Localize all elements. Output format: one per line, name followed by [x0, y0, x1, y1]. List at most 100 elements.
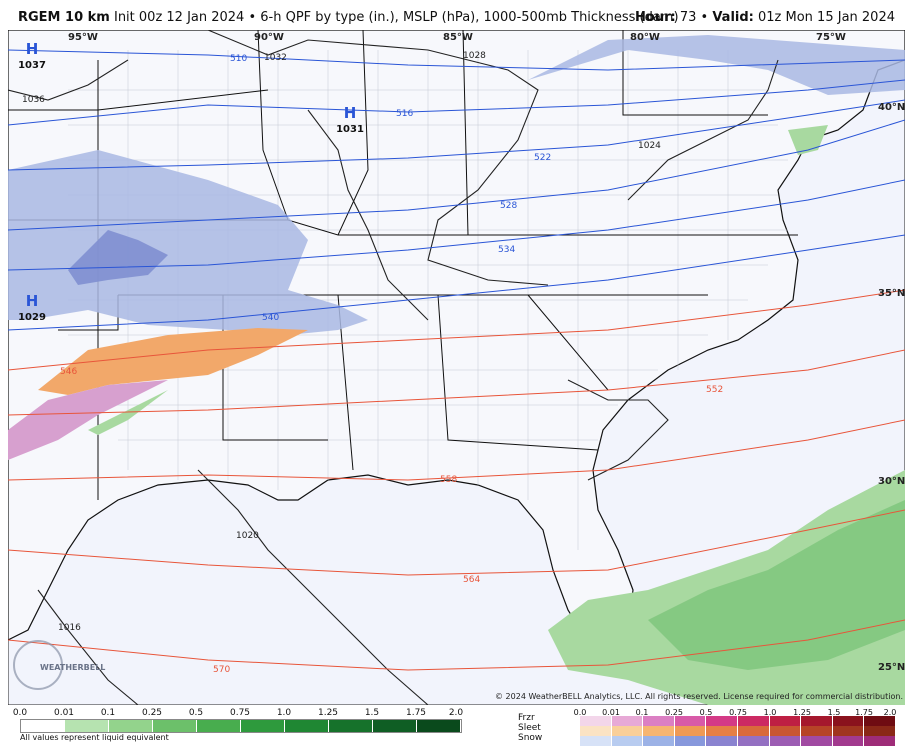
rain-tick: 0.75 — [229, 708, 251, 718]
lon-label-80: 80°W — [630, 32, 660, 43]
ptype-colorbar: 0.0 0.01 0.1 0.25 0.5 0.75 1.0 1.25 1.5 … — [574, 705, 897, 750]
rain-tick: 0.25 — [141, 708, 163, 718]
thickness-label: 534 — [498, 245, 515, 255]
snow-colorbar-cell — [801, 736, 833, 746]
snow-colorbar-cell — [738, 736, 770, 746]
frzr-colorbar-cell — [738, 716, 770, 726]
rain-tick: 0.5 — [188, 708, 204, 718]
logo-text: WEATHERBELL — [40, 663, 105, 672]
init-time: Init 00z 12 Jan 2024 — [113, 10, 245, 25]
rain-colorbar-cells — [20, 719, 462, 733]
rain-tick: 0.01 — [53, 708, 75, 718]
ptype-tick: 0.1 — [635, 708, 649, 717]
rain-tick: 0.1 — [100, 708, 116, 718]
ptype-tick: 2.0 — [883, 708, 897, 717]
snow-area-heavy — [68, 230, 168, 285]
ptype-label-snow: Snow — [518, 733, 543, 743]
ptype-tick: 0.5 — [699, 708, 713, 717]
thickness-label: 552 — [706, 385, 723, 395]
rain-colorbar-cell — [21, 720, 65, 732]
ptype-scale-ticks: 0.0 0.01 0.1 0.25 0.5 0.75 1.0 1.25 1.5 … — [574, 705, 897, 717]
rain-tick: 0.0 — [12, 708, 28, 718]
lon-label-85: 85°W — [443, 32, 473, 43]
snow-colorbar-cell — [611, 736, 644, 746]
frzr-colorbar-cell — [674, 716, 707, 726]
high-value: 1031 — [336, 124, 364, 135]
sleet-colorbar-cell — [643, 726, 675, 736]
rain-colorbar-cell — [329, 720, 373, 732]
snow-colorbar-cells — [580, 736, 896, 746]
hour-label: Hour: — [635, 10, 676, 25]
isobar-label: 1024 — [638, 141, 661, 151]
thickness-label: 528 — [500, 201, 517, 211]
ptype-tick: 0.25 — [665, 708, 683, 717]
lon-label-95: 95°W — [68, 32, 98, 43]
ptype-tick: 1.25 — [793, 708, 811, 717]
precipitation — [8, 35, 905, 705]
thickness-warm — [8, 289, 905, 671]
frzr-area — [8, 380, 168, 460]
sleet-colorbar-cell — [674, 726, 707, 736]
title-right: Hour: 73 • Valid: 01z Mon 15 Jan 2024 — [635, 10, 895, 25]
rain-note: All values represent liquid equivalent — [20, 733, 169, 742]
ptype-tick: 0.01 — [602, 708, 620, 717]
rain-colorbar-cell — [153, 720, 197, 732]
valid-label: Valid: — [712, 10, 754, 25]
sleet-colorbar-cell — [832, 726, 865, 736]
lon-label-75: 75°W — [816, 32, 846, 43]
thickness-label: 564 — [463, 575, 480, 585]
separator: • — [248, 10, 257, 25]
frzr-colorbar-cell — [832, 716, 865, 726]
rain-colorbar: 0.0 0.01 0.1 0.25 0.5 0.75 1.0 1.25 1.5 … — [13, 705, 463, 750]
rain-tick: 1.25 — [317, 708, 339, 718]
lat-label-30: 30°N — [878, 476, 905, 487]
rain-area-medium — [648, 500, 905, 670]
ptype-label-frzr: Frzr — [518, 713, 535, 723]
ptype-tick: 1.0 — [763, 708, 777, 717]
weatherbell-logo: WEATHERBELL — [13, 640, 105, 690]
rain-colorbar-cell — [197, 720, 241, 732]
thickness-cold — [8, 49, 905, 331]
thickness-label: 516 — [396, 109, 413, 119]
isobar-labels: 1036 1032 1028 1024 1020 1016 — [22, 51, 661, 633]
copyright-notice: © 2024 WeatherBELL Analytics, LLC. All r… — [495, 692, 903, 701]
sleet-colorbar-cell — [738, 726, 770, 736]
separator: • — [700, 10, 709, 25]
snow-area-northeast — [528, 35, 905, 95]
lon-label-90: 90°W — [254, 32, 284, 43]
ptype-label-sleet: Sleet — [518, 723, 541, 733]
lat-label-35: 35°N — [878, 288, 905, 299]
rain-tick: 1.75 — [405, 708, 427, 718]
frzr-colorbar-cell — [769, 716, 802, 726]
ptype-tick: 1.75 — [855, 708, 873, 717]
frzr-colorbar-cell — [611, 716, 644, 726]
rain-colorbar-cell — [373, 720, 417, 732]
snow-colorbar-cell — [674, 736, 707, 746]
snow-colorbar-cell — [706, 736, 738, 746]
frzr-colorbar-cell — [801, 716, 833, 726]
ptype-tick: 0.0 — [573, 708, 587, 717]
rain-colorbar-cell — [65, 720, 109, 732]
frzr-colorbar-cell — [864, 716, 896, 726]
rain-colorbar-cell — [241, 720, 285, 732]
thickness-label: 546 — [60, 367, 77, 377]
thickness-label: 558 — [440, 475, 457, 485]
sleet-colorbar-cells — [580, 726, 896, 736]
sleet-colorbar-cell — [864, 726, 896, 736]
lat-label-40: 40°N — [878, 102, 905, 113]
frzr-colorbar-cells — [580, 716, 896, 726]
sleet-colorbar-cell — [706, 726, 738, 736]
model-name: RGEM 10 km — [18, 10, 110, 25]
title-bar: RGEM 10 km Init 00z 12 Jan 2024 • 6-h QP… — [0, 0, 913, 30]
thickness-labels-cold: 510 516 522 528 534 540 — [230, 54, 551, 323]
rain-tick: 1.5 — [364, 708, 380, 718]
thickness-label: 540 — [262, 313, 279, 323]
lat-label-25: 25°N — [878, 662, 905, 673]
sleet-colorbar-cell — [580, 726, 612, 736]
rain-colorbar-cell — [109, 720, 153, 732]
hour-value: 73 — [679, 10, 697, 25]
frzr-colorbar-cell — [706, 716, 738, 726]
graticule-labels: 95°W 90°W 85°W 80°W 75°W 40°N 35°N 30°N … — [68, 32, 905, 673]
rain-scale-ticks: 0.0 0.01 0.1 0.25 0.5 0.75 1.0 1.25 1.5 … — [13, 705, 463, 718]
sleet-colorbar-cell — [801, 726, 833, 736]
